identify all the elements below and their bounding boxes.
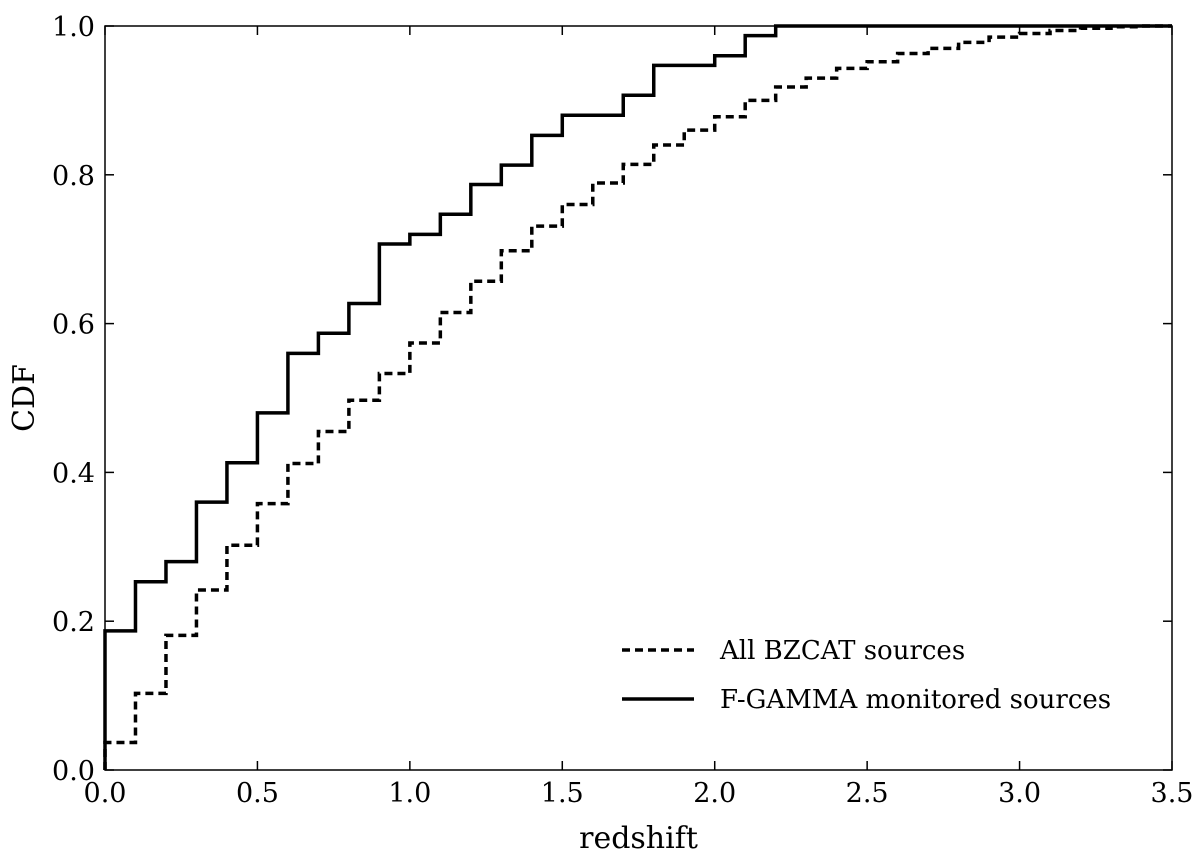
x-tick-label: 3.5 bbox=[1151, 778, 1194, 809]
legend-label-f-gamma: F-GAMMA monitored sources bbox=[720, 685, 1111, 715]
legend-label-all-bzcat: All BZCAT sources bbox=[719, 636, 965, 666]
x-tick-label: 1.5 bbox=[541, 778, 584, 809]
y-tick-label: 0.4 bbox=[52, 458, 95, 489]
series-f-gamma-line bbox=[103, 24, 1172, 770]
plot-frame bbox=[104, 25, 1173, 771]
x-axis-label: redshift bbox=[579, 821, 698, 856]
x-tick-label: 1.0 bbox=[388, 778, 431, 809]
x-tick-label: 2.0 bbox=[693, 778, 736, 809]
legend: All BZCAT sources F-GAMMA monitored sour… bbox=[622, 636, 1111, 715]
y-axis-label: CDF bbox=[7, 364, 42, 432]
x-tick-label: 2.5 bbox=[846, 778, 889, 809]
y-tick-label: 0.2 bbox=[52, 607, 95, 638]
series-layer bbox=[103, 24, 1172, 770]
series-all-bzcat-line bbox=[103, 24, 1172, 770]
ticks-layer: 0.0 0.5 1.0 1.5 2.0 2.5 3.0 3.5 0.0 0.2 0.4 0.6 0.8 1… bbox=[52, 12, 1193, 809]
y-tick-label: 1.0 bbox=[52, 12, 95, 43]
x-tick-label: 3.0 bbox=[998, 778, 1041, 809]
y-tick-label: 0.0 bbox=[52, 756, 95, 787]
x-tick-label: 0.5 bbox=[236, 778, 279, 809]
y-tick-label: 0.6 bbox=[52, 310, 95, 341]
x-tick-label: 0.0 bbox=[84, 778, 127, 809]
labels-layer: redshift CDF bbox=[7, 364, 698, 856]
y-tick-label: 0.8 bbox=[52, 161, 95, 192]
